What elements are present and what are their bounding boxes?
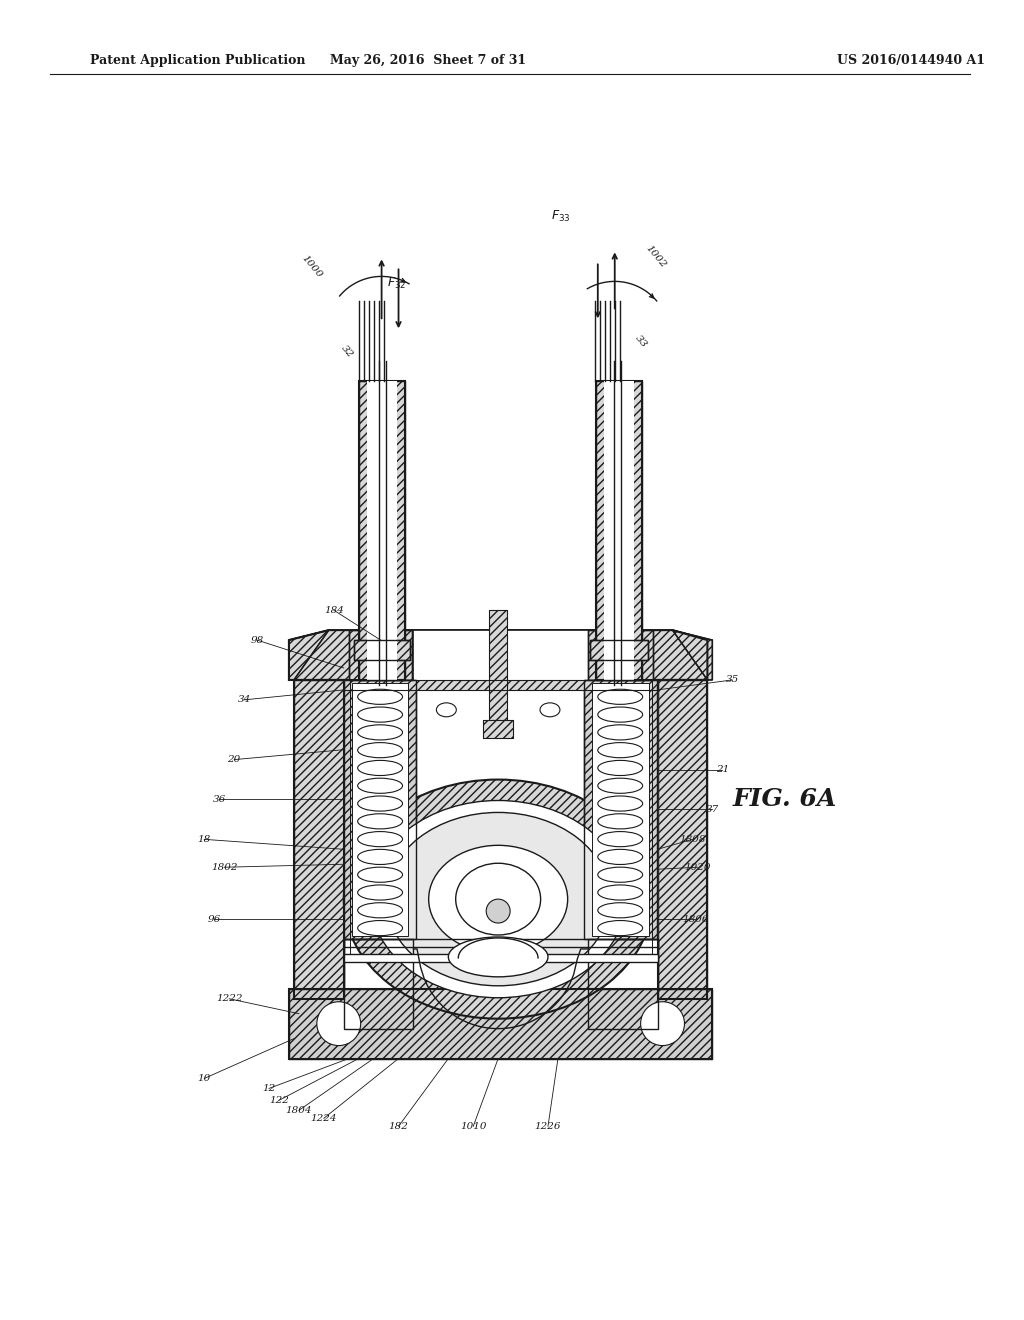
Bar bbox=[344, 680, 350, 939]
Text: 98: 98 bbox=[251, 635, 263, 644]
Text: 1226: 1226 bbox=[535, 1122, 561, 1131]
Bar bbox=[588, 630, 652, 680]
Text: 1020: 1020 bbox=[684, 863, 711, 871]
Text: 182: 182 bbox=[388, 1122, 409, 1131]
Bar bbox=[651, 680, 657, 939]
Bar bbox=[367, 381, 396, 680]
Bar bbox=[351, 682, 409, 936]
Bar bbox=[353, 640, 411, 660]
Bar bbox=[596, 381, 642, 680]
Text: 1222: 1222 bbox=[216, 994, 243, 1003]
Bar bbox=[294, 680, 344, 999]
Ellipse shape bbox=[449, 937, 548, 977]
Bar bbox=[344, 939, 414, 1028]
Text: 1010: 1010 bbox=[460, 1122, 486, 1131]
Bar bbox=[489, 610, 507, 719]
Ellipse shape bbox=[344, 780, 652, 1019]
Bar bbox=[584, 680, 656, 939]
Bar bbox=[588, 630, 652, 680]
Bar bbox=[592, 682, 648, 936]
Text: 33: 33 bbox=[633, 333, 648, 350]
Text: 35: 35 bbox=[726, 676, 739, 685]
Text: 18: 18 bbox=[198, 834, 211, 843]
Text: $F_{32}$: $F_{32}$ bbox=[387, 276, 406, 290]
Bar bbox=[344, 680, 417, 939]
Bar bbox=[344, 680, 657, 690]
Bar bbox=[590, 640, 647, 660]
Circle shape bbox=[316, 1002, 360, 1045]
Bar bbox=[344, 680, 417, 939]
Bar bbox=[358, 381, 404, 680]
Bar bbox=[596, 381, 642, 680]
Text: 32: 32 bbox=[339, 343, 354, 359]
Text: 1000: 1000 bbox=[300, 253, 324, 280]
Text: 1002: 1002 bbox=[644, 243, 668, 269]
Bar bbox=[584, 680, 656, 939]
Bar bbox=[344, 954, 657, 962]
Ellipse shape bbox=[436, 702, 457, 717]
Text: 1806: 1806 bbox=[682, 915, 709, 924]
Bar bbox=[289, 989, 713, 1059]
Bar bbox=[353, 640, 411, 660]
Text: 184: 184 bbox=[324, 606, 344, 615]
Text: FIG. 6A: FIG. 6A bbox=[732, 788, 837, 812]
Text: Patent Application Publication: Patent Application Publication bbox=[90, 54, 305, 67]
Bar bbox=[349, 630, 413, 680]
Bar bbox=[483, 719, 513, 738]
Bar bbox=[604, 381, 634, 680]
Ellipse shape bbox=[371, 800, 626, 998]
Ellipse shape bbox=[429, 845, 567, 953]
Bar bbox=[590, 640, 647, 660]
Text: 36: 36 bbox=[213, 795, 226, 804]
Text: 21: 21 bbox=[716, 766, 729, 774]
Bar bbox=[289, 989, 713, 1059]
Bar bbox=[414, 630, 588, 680]
Bar bbox=[657, 680, 708, 999]
Text: 1224: 1224 bbox=[310, 1114, 337, 1123]
Bar bbox=[344, 939, 657, 946]
Text: $F_{33}$: $F_{33}$ bbox=[551, 209, 570, 224]
Text: 34: 34 bbox=[238, 696, 251, 705]
Circle shape bbox=[641, 1002, 684, 1045]
Bar bbox=[349, 630, 413, 680]
Bar bbox=[358, 381, 404, 680]
Text: 1804: 1804 bbox=[286, 1106, 312, 1115]
Ellipse shape bbox=[540, 702, 560, 717]
Text: 1808: 1808 bbox=[679, 834, 706, 843]
Bar bbox=[588, 939, 657, 1028]
Text: May 26, 2016  Sheet 7 of 31: May 26, 2016 Sheet 7 of 31 bbox=[331, 54, 526, 67]
Text: 122: 122 bbox=[269, 1096, 289, 1105]
Text: 96: 96 bbox=[208, 915, 221, 924]
Bar bbox=[294, 680, 344, 999]
Polygon shape bbox=[289, 630, 708, 680]
Text: 12: 12 bbox=[262, 1084, 275, 1093]
Text: 20: 20 bbox=[227, 755, 241, 764]
Polygon shape bbox=[642, 630, 713, 680]
Bar bbox=[489, 610, 507, 719]
Ellipse shape bbox=[386, 812, 610, 986]
Ellipse shape bbox=[456, 863, 541, 935]
Circle shape bbox=[486, 899, 510, 923]
Bar bbox=[344, 680, 657, 690]
Bar bbox=[657, 680, 708, 999]
Polygon shape bbox=[289, 630, 358, 680]
Bar bbox=[483, 719, 513, 738]
Text: 10: 10 bbox=[198, 1074, 211, 1082]
Text: US 2016/0144940 A1: US 2016/0144940 A1 bbox=[837, 54, 985, 67]
Text: 1802: 1802 bbox=[211, 863, 238, 871]
Text: 37: 37 bbox=[706, 805, 719, 814]
